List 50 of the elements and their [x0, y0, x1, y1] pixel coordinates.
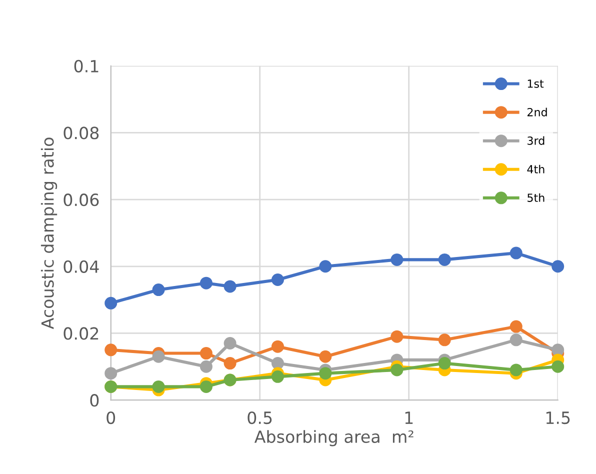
legend-label: 1st — [528, 80, 544, 88]
point — [390, 364, 404, 376]
point — [152, 380, 165, 393]
point — [438, 357, 451, 370]
point — [200, 360, 212, 373]
point — [552, 344, 564, 356]
point — [510, 364, 522, 376]
point — [271, 340, 284, 353]
point — [104, 367, 118, 380]
x-axis-title: Absorbing area m² — [254, 430, 414, 446]
y-tick-label: 0.1 — [74, 60, 98, 72]
point — [271, 370, 284, 383]
legend-label: 3rd — [528, 136, 544, 145]
point — [200, 276, 212, 290]
point — [319, 260, 332, 273]
point — [438, 334, 451, 346]
point — [390, 330, 404, 343]
point — [510, 320, 522, 333]
legend-label: 5th — [528, 193, 544, 202]
point — [271, 274, 284, 286]
point — [438, 253, 451, 266]
point — [152, 284, 165, 296]
y-tick-label: 0 — [90, 394, 99, 407]
point — [224, 357, 236, 370]
point — [271, 357, 284, 370]
point — [200, 380, 212, 393]
point — [319, 367, 332, 380]
point — [104, 296, 118, 310]
point — [224, 336, 236, 350]
point — [510, 246, 522, 260]
x-tick-label: 0 — [106, 411, 116, 424]
legend-label: 4th — [527, 164, 544, 174]
point — [319, 350, 332, 363]
point — [224, 280, 236, 293]
point — [104, 344, 118, 356]
point — [200, 347, 212, 360]
point — [390, 253, 404, 266]
x-tick-label: 1 — [405, 412, 413, 424]
point — [552, 260, 564, 273]
x-tick-label: 0.5 — [248, 411, 272, 424]
x-tick-label: 1.5 — [546, 412, 570, 424]
point — [152, 350, 165, 363]
y-tick-label: 0.02 — [64, 327, 98, 340]
y-axis-title: Acoustic damping ratio — [40, 138, 58, 330]
y-tick-label: 0.08 — [64, 126, 99, 140]
legend-label: 2nd — [528, 108, 547, 116]
y-tick-label: 0.06 — [64, 194, 99, 206]
point — [510, 334, 522, 346]
point — [552, 360, 564, 373]
y-tick-label: 0.04 — [64, 260, 99, 273]
